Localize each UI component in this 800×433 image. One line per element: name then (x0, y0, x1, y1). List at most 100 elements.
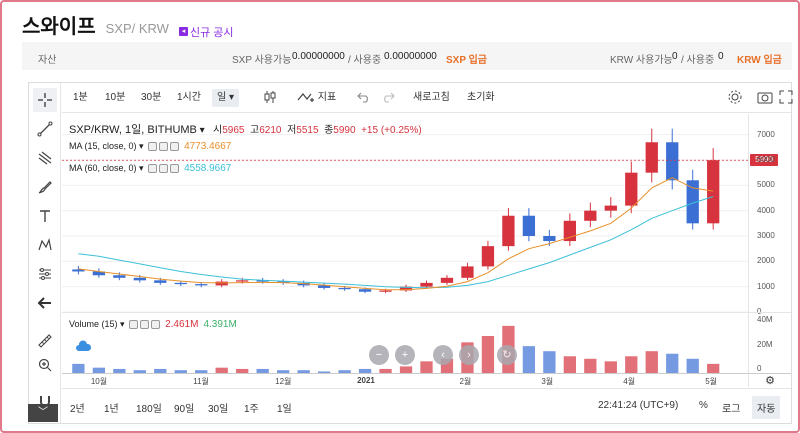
zoom-out-icon[interactable]: − (369, 345, 389, 365)
time-axis[interactable]: 10월 11월 12월 2021 2월 3월 4월 5월 (62, 373, 748, 387)
time-tick-label: 11월 (193, 377, 209, 386)
redo-icon[interactable] (376, 89, 400, 107)
time-tick-label: 5월 (705, 377, 717, 386)
sxp-deposit-link[interactable]: SXP 입금 (446, 55, 488, 66)
pattern-tool-icon[interactable] (33, 233, 57, 257)
candle-body (645, 142, 658, 173)
krw-deposit-link[interactable]: KRW 입금 (737, 55, 782, 66)
price-tick-label: 6000 (757, 155, 775, 164)
cloud-icon[interactable] (75, 339, 93, 357)
ruler-icon[interactable] (33, 329, 57, 353)
scroll-left-icon[interactable]: ‹ (433, 345, 453, 365)
reset-view-icon[interactable]: ↻ (497, 345, 517, 365)
range-bar: 2년 1년 180일 90일 30일 1주 1일 22:41:24 (UTC+9… (62, 388, 791, 423)
open-label: 시 (213, 125, 223, 136)
notice-link[interactable]: ◂ 신규 공시 (178, 24, 234, 40)
camera-icon[interactable] (752, 89, 778, 107)
asset-label: 자산 (38, 55, 57, 66)
drawing-toolbar (29, 83, 61, 423)
time-tick-label: 3월 (541, 377, 554, 386)
range-2y[interactable]: 2년 (70, 404, 85, 415)
remove-toggle-icon[interactable] (170, 164, 180, 174)
trend-line-icon[interactable] (33, 117, 57, 141)
undo-icon[interactable] (352, 89, 376, 107)
collapse-arrow-icon[interactable]: ﹀ (28, 404, 58, 422)
remove-toggle-icon[interactable] (170, 142, 180, 152)
remove-toggle-icon[interactable] (151, 320, 161, 330)
settings-toggle-icon[interactable] (140, 320, 150, 330)
price-tick-label: 1000 (757, 281, 775, 291)
ma15-value: 4773.4667 (184, 141, 232, 152)
candle-body (399, 286, 413, 291)
time-tick-label: 2월 (459, 377, 472, 386)
indicator-button[interactable]: 지표 (292, 89, 341, 107)
krw-used-value: 0 (718, 51, 724, 62)
settings-toggle-icon[interactable] (159, 142, 169, 152)
high-label: 고 (250, 125, 260, 136)
price-tick-label: 0 (757, 307, 762, 316)
fullscreen-icon[interactable] (774, 89, 798, 107)
candle-body (113, 275, 126, 278)
brush-icon[interactable] (33, 175, 57, 199)
volume-bar (522, 346, 536, 373)
interval-1m[interactable]: 1분 (73, 92, 88, 103)
volume-bar (481, 336, 495, 373)
indicator-icon (297, 93, 314, 103)
zoom-in-icon[interactable] (33, 353, 57, 377)
range-90d[interactable]: 90일 (174, 404, 195, 415)
close-value: 5990 (333, 125, 356, 136)
interval-10m[interactable]: 10분 (105, 92, 126, 103)
volume-axis[interactable]: 40M 20M 0 (748, 312, 791, 373)
low-label: 저 (287, 125, 297, 136)
auto-toggle[interactable]: 자동 (752, 396, 781, 419)
refresh-button[interactable]: 새로고침 (413, 92, 450, 103)
candle-body (522, 215, 536, 236)
axis-settings-icon[interactable]: ⚙ (748, 373, 791, 387)
percent-toggle[interactable]: % (699, 400, 708, 411)
candle-body (440, 277, 454, 283)
crosshair-icon[interactable] (33, 88, 57, 112)
ma60-legend[interactable]: MA (60, close, 0) ▾ 4558.9667 (69, 163, 232, 174)
fib-tool-icon[interactable] (33, 146, 57, 170)
clock: 22:41:24 (UTC+9) (598, 400, 679, 411)
visibility-toggle-icon[interactable] (129, 320, 139, 330)
candle-body (256, 280, 269, 282)
price-tick-label: 7000 (757, 129, 775, 139)
visibility-toggle-icon[interactable] (148, 164, 158, 174)
volume-bar (236, 368, 249, 373)
interval-30m[interactable]: 30분 (141, 92, 162, 103)
range-1d[interactable]: 1일 (277, 404, 292, 415)
range-1w[interactable]: 1주 (244, 404, 259, 415)
projection-tool-icon[interactable] (33, 262, 57, 286)
log-toggle[interactable]: 로그 (722, 404, 741, 415)
volume-bar (72, 363, 85, 373)
candle-body (195, 284, 208, 286)
ma15-legend[interactable]: MA (15, close, 0) ▾ 4773.4667 (69, 141, 232, 152)
reset-button[interactable]: 초기화 (467, 92, 495, 103)
gear-icon[interactable] (722, 89, 748, 107)
price-tick-label: 4000 (757, 205, 775, 215)
candle-type-icon[interactable] (258, 89, 282, 107)
scroll-right-icon[interactable]: › (459, 345, 479, 365)
settings-toggle-icon[interactable] (159, 164, 169, 174)
price-axis[interactable]: 5990 7000 6000 5000 4000 3000 2000 1000 0 (748, 114, 791, 373)
volume-legend[interactable]: Volume (15) ▾ 2.461M 4.391M (69, 319, 237, 330)
visibility-toggle-icon[interactable] (148, 142, 158, 152)
candle-body (92, 271, 106, 276)
time-tick-label: 2021 (357, 376, 375, 385)
text-tool-icon[interactable] (33, 204, 57, 228)
zoom-in-icon[interactable]: + (395, 345, 415, 365)
interval-1h[interactable]: 1시간 (177, 92, 201, 103)
range-1y[interactable]: 1년 (104, 404, 119, 415)
ma60-value: 4558.9667 (184, 163, 232, 174)
krw-used-label: / 사용중 (681, 55, 715, 66)
candle-body (379, 290, 392, 292)
range-30d[interactable]: 30일 (208, 404, 229, 415)
interval-day[interactable]: 일 ▾ (212, 89, 240, 107)
volume-bar (256, 368, 269, 373)
range-180d[interactable]: 180일 (136, 404, 162, 415)
candle-body (215, 281, 228, 286)
arrow-left-icon[interactable] (33, 291, 57, 315)
volume-bar (604, 361, 617, 373)
volume-bar (133, 370, 146, 373)
